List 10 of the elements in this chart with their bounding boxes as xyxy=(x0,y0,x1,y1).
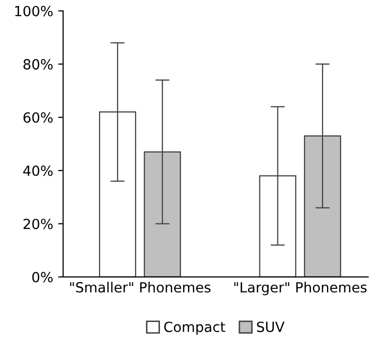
y-tick-label: 40% xyxy=(23,165,53,176)
y-tick-label: 80% xyxy=(23,59,53,70)
x-tick-label: "Larger" Phonemes xyxy=(234,282,367,296)
legend-label: SUV xyxy=(257,322,284,332)
y-tick-label: 60% xyxy=(24,112,53,123)
x-tick-label: "Smaller" Phonemes xyxy=(70,282,210,293)
y-tick-label: 100% xyxy=(15,6,53,16)
y-tick-label: 0% xyxy=(32,272,53,282)
y-tick-label: 20% xyxy=(24,218,53,230)
legend-label: Compact xyxy=(164,322,226,335)
